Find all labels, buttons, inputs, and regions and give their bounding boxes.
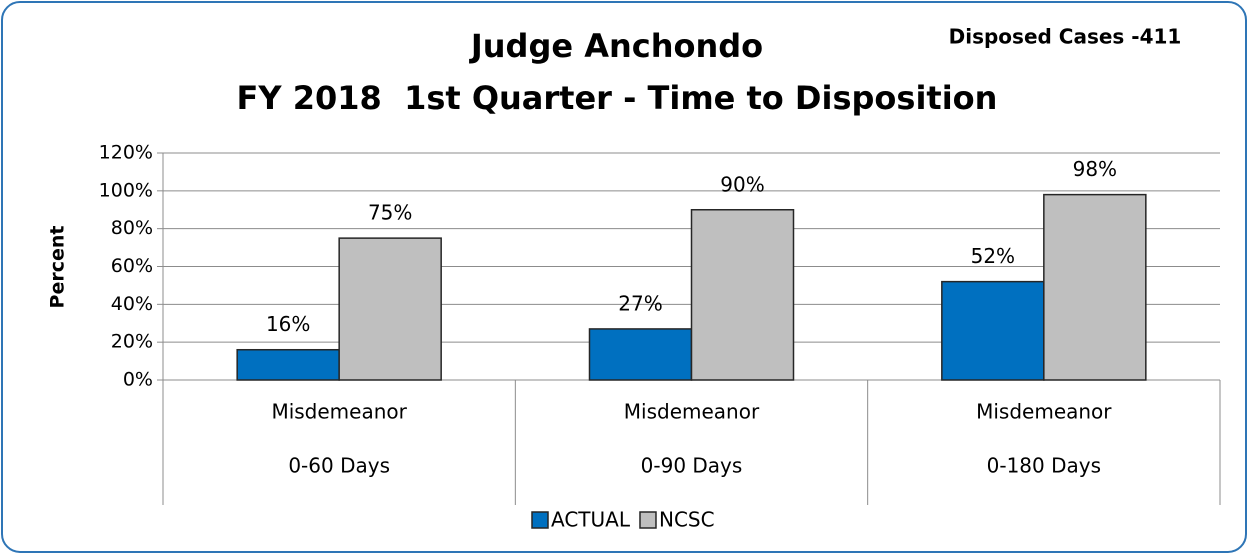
y-tick-label: 120% [99,142,153,164]
x-tick-label: Misdemeanor [976,400,1112,424]
y-axis-title: Percent [47,226,69,309]
value-label: 27% [618,291,662,315]
value-label: 90% [720,172,764,196]
x-tick-label: Misdemeanor [624,400,760,424]
bar [690,209,795,381]
bar [236,348,340,381]
legend-swatch [639,511,657,529]
y-tick-label: 0% [123,369,153,391]
bar [338,237,442,381]
bar [941,280,1045,381]
y-tick-label: 80% [111,217,153,239]
x-tick-label: 0-90 Days [641,454,743,478]
bar [1043,193,1147,381]
value-label: 52% [971,244,1015,268]
value-label: 98% [1073,157,1117,181]
y-tick-label: 40% [111,293,153,315]
x-tick-label: Misdemeanor [271,400,407,424]
y-tick-label: 20% [111,331,153,353]
bar [588,328,693,381]
x-tick-label: 0-180 Days [987,454,1101,478]
legend-swatch [531,511,549,529]
legend-label: NCSC [659,508,715,532]
value-label: 75% [368,201,412,225]
x-tick-label: 0-60 Days [288,454,390,478]
y-tick-label: 60% [111,255,153,277]
chart-title: Judge Anchondo [469,27,763,65]
value-label: 16% [266,312,310,336]
annotation: Disposed Cases -411 [949,25,1182,49]
legend-label: ACTUAL [551,508,631,532]
chart-title: FY 2018 1st Quarter - Time to Dispositio… [237,79,998,117]
y-tick-label: 100% [99,179,153,201]
